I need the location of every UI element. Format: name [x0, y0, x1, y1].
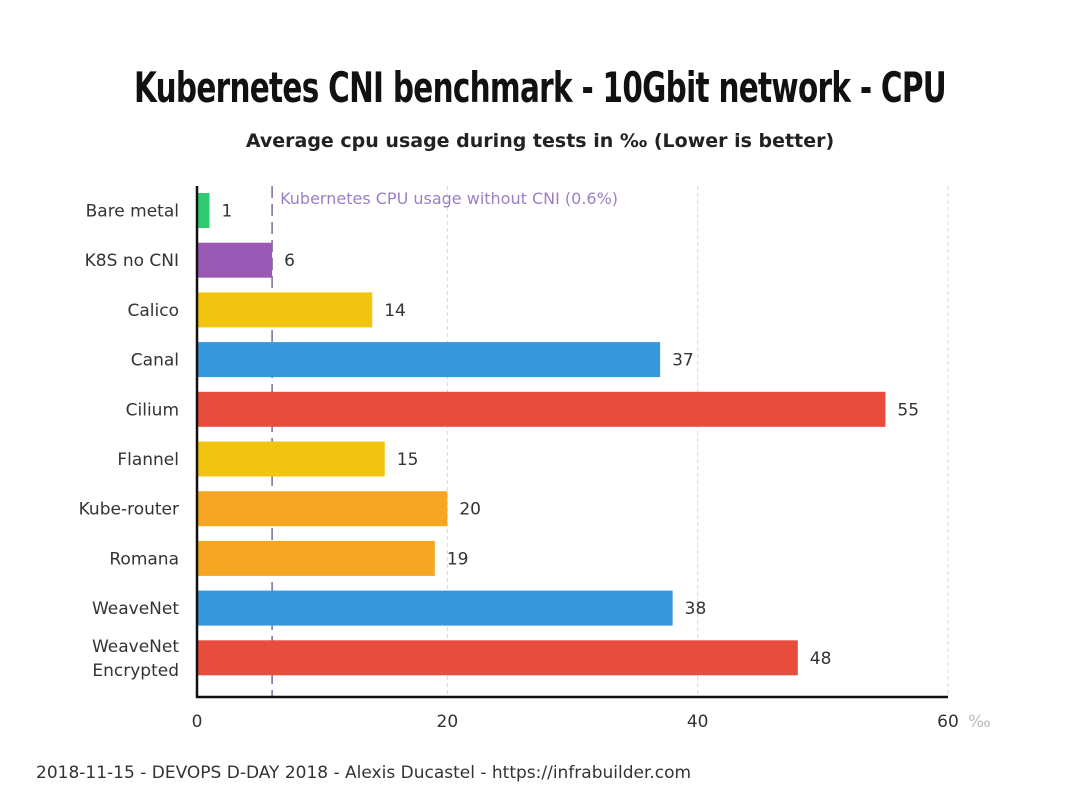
- bar: [197, 590, 673, 626]
- x-tick-labels: 0 20 40 60 ‰: [192, 712, 991, 732]
- reference-line-label: Kubernetes CPU usage without CNI (0.6%): [280, 189, 618, 208]
- category-label: Kube-router: [79, 500, 179, 520]
- value-labels: 1 6 14 37 55 15 20 19 38 48: [222, 202, 920, 669]
- chart-subtitle: Average cpu usage during tests in ‰ (Low…: [246, 130, 834, 152]
- value-label: 55: [897, 400, 919, 420]
- chart-title: Kubernetes CNI benchmark - 10Gbit networ…: [134, 63, 946, 112]
- value-label: 6: [284, 251, 295, 271]
- x-tick-label: 60: [937, 712, 959, 732]
- x-tick-label: 20: [437, 712, 459, 732]
- bar: [197, 242, 273, 278]
- bar: [197, 540, 435, 576]
- value-label: 48: [810, 649, 832, 669]
- category-label: Cilium: [126, 400, 179, 420]
- category-label: Canal: [131, 351, 179, 371]
- category-label: K8S no CNI: [85, 251, 179, 271]
- bar: [197, 193, 210, 228]
- category-label: WeaveNet: [92, 599, 179, 619]
- value-label: 20: [459, 500, 481, 520]
- value-label: 19: [447, 549, 469, 569]
- value-label: 37: [672, 351, 694, 371]
- footer-text: 2018-11-15 - DEVOPS D-DAY 2018 - Alexis …: [36, 763, 691, 783]
- bar: [197, 491, 448, 527]
- bar: [197, 441, 385, 477]
- category-labels: Bare metal K8S no CNI Calico Canal Cilium Fla…: [79, 202, 180, 681]
- category-label: Romana: [109, 549, 179, 569]
- category-label: Bare metal: [86, 202, 179, 222]
- value-label: 14: [384, 301, 406, 321]
- value-label: 15: [397, 450, 419, 470]
- category-label: Calico: [128, 301, 179, 321]
- bar: [197, 640, 798, 676]
- value-label: 38: [685, 599, 707, 619]
- bars: [197, 193, 886, 676]
- axes: [195, 186, 948, 699]
- bar: [197, 292, 373, 328]
- grid: [446, 186, 949, 697]
- category-label: WeaveNet Encrypted: [92, 637, 179, 681]
- bar: [197, 391, 886, 427]
- value-label: 1: [222, 202, 233, 222]
- x-tick-label: 40: [687, 712, 709, 732]
- x-axis-unit: ‰: [968, 712, 991, 732]
- x-tick-label: 0: [192, 712, 203, 732]
- bar: [197, 342, 661, 378]
- category-label: Flannel: [117, 450, 179, 470]
